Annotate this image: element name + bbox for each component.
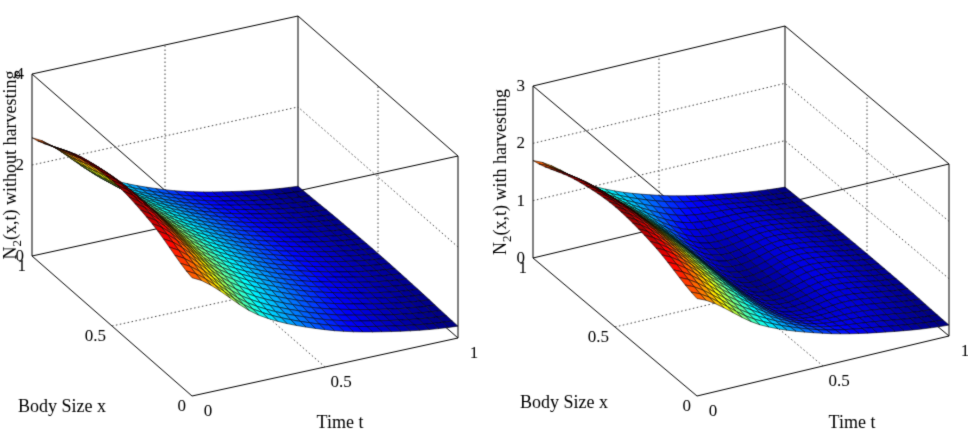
surface-panel-without-harvesting: N2(x,t) without harvesting (0, 0, 484, 441)
surface-plot-without-harvesting (0, 0, 484, 441)
surface-panel-with-harvesting: N2(x,t) with harvesting (484, 0, 968, 441)
surface-plot-with-harvesting (484, 0, 968, 441)
